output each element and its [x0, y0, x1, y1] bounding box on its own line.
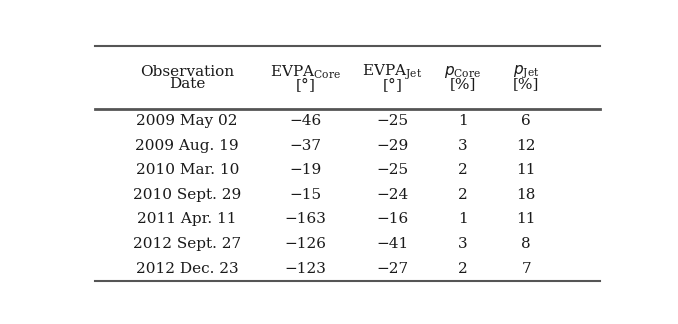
Text: −15: −15 — [290, 188, 321, 202]
Text: −19: −19 — [290, 163, 321, 177]
Text: [%]: [%] — [450, 77, 476, 91]
Text: 12: 12 — [517, 139, 536, 153]
Text: 6: 6 — [521, 114, 531, 128]
Text: 3: 3 — [458, 139, 468, 153]
Text: 2012 Dec. 23: 2012 Dec. 23 — [136, 261, 239, 276]
Text: 7: 7 — [521, 261, 531, 276]
Text: [$\degree$]: [$\degree$] — [296, 75, 315, 94]
Text: 3: 3 — [458, 237, 468, 251]
Text: 11: 11 — [517, 163, 536, 177]
Text: −126: −126 — [285, 237, 326, 251]
Text: −46: −46 — [290, 114, 321, 128]
Text: 2010 Mar. 10: 2010 Mar. 10 — [136, 163, 239, 177]
Text: −123: −123 — [285, 261, 326, 276]
Text: 2010 Sept. 29: 2010 Sept. 29 — [133, 188, 241, 202]
Text: EVPA$_{\mathregular{Jet}}$: EVPA$_{\mathregular{Jet}}$ — [362, 62, 422, 82]
Text: −25: −25 — [376, 114, 408, 128]
Text: $p_{\mathregular{Jet}}$: $p_{\mathregular{Jet}}$ — [513, 63, 540, 81]
Text: 2: 2 — [458, 188, 468, 202]
Text: 18: 18 — [517, 188, 536, 202]
Text: $p_{\mathregular{Core}}$: $p_{\mathregular{Core}}$ — [445, 64, 481, 80]
Text: −24: −24 — [376, 188, 408, 202]
Text: 2: 2 — [458, 163, 468, 177]
Text: −163: −163 — [285, 213, 326, 226]
Text: 2012 Sept. 27: 2012 Sept. 27 — [133, 237, 241, 251]
Text: 8: 8 — [521, 237, 531, 251]
Text: 1: 1 — [458, 213, 468, 226]
Text: −41: −41 — [376, 237, 408, 251]
Text: 2011 Apr. 11: 2011 Apr. 11 — [138, 213, 237, 226]
Text: −25: −25 — [376, 163, 408, 177]
Text: −27: −27 — [376, 261, 408, 276]
Text: Date: Date — [169, 77, 205, 91]
Text: −29: −29 — [376, 139, 408, 153]
Text: 2009 May 02: 2009 May 02 — [136, 114, 238, 128]
Text: EVPA$_{\mathregular{Core}}$: EVPA$_{\mathregular{Core}}$ — [270, 63, 341, 81]
Text: Observation: Observation — [140, 65, 235, 79]
Text: 11: 11 — [517, 213, 536, 226]
Text: −16: −16 — [376, 213, 408, 226]
Text: 1: 1 — [458, 114, 468, 128]
Text: [$\degree$]: [$\degree$] — [382, 75, 402, 94]
Text: −37: −37 — [290, 139, 321, 153]
Text: 2009 Aug. 19: 2009 Aug. 19 — [136, 139, 239, 153]
Text: [%]: [%] — [513, 77, 539, 91]
Text: 2: 2 — [458, 261, 468, 276]
